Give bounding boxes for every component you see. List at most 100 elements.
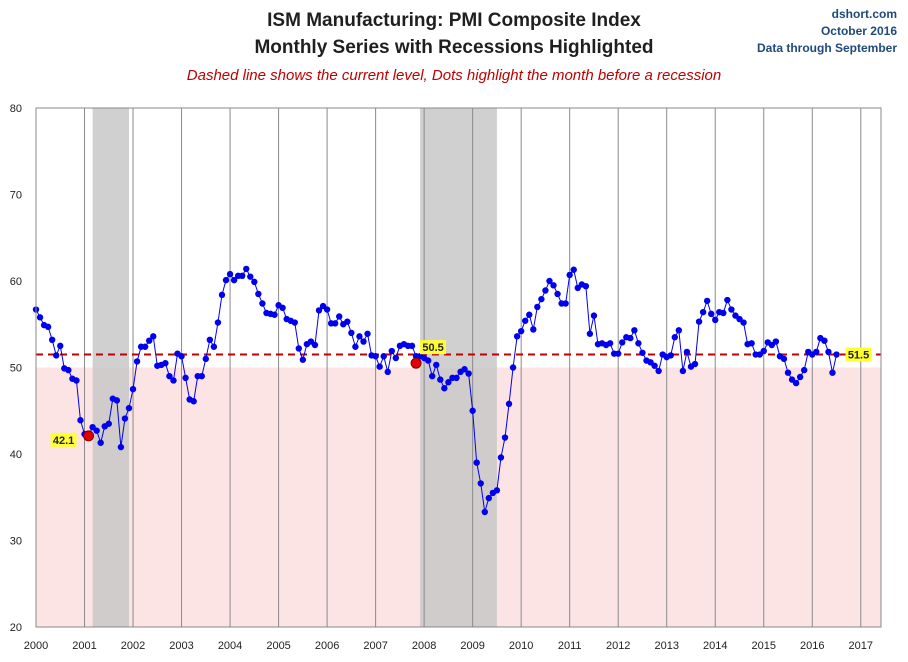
data-point: [784, 369, 792, 376]
y-tick-label-40: 40: [10, 449, 22, 461]
y-tick-label-20: 20: [10, 622, 22, 634]
data-point: [590, 312, 598, 319]
highlight-dot-2: [410, 357, 422, 369]
data-point: [800, 366, 808, 374]
pmi-series: [32, 265, 840, 516]
data-point: [222, 276, 230, 284]
data-point: [720, 309, 727, 317]
source-site: dshort.com: [832, 7, 897, 21]
data-point: [433, 361, 440, 369]
data-point: [384, 368, 391, 376]
data-point: [606, 340, 614, 347]
data-point: [748, 340, 755, 347]
x-tick-label-2001: 2001: [72, 640, 96, 652]
data-point: [36, 314, 44, 321]
data-point: [48, 336, 56, 344]
data-point: [202, 355, 210, 363]
data-point: [469, 407, 476, 414]
data-point: [299, 356, 307, 363]
data-point: [441, 385, 448, 392]
data-point: [772, 338, 780, 345]
x-tick-label-2002: 2002: [121, 640, 145, 652]
data-point: [105, 420, 112, 427]
data-point: [218, 291, 226, 299]
data-point: [619, 339, 626, 346]
gridlines: [84, 108, 862, 627]
plot-border: [35, 107, 882, 628]
data-point: [331, 320, 339, 327]
data-point: [360, 338, 367, 345]
data-point: [291, 319, 298, 326]
chart-subtitle: Dashed line shows the current level, Dot…: [187, 67, 721, 84]
x-tick-label-2000: 2000: [24, 640, 48, 652]
data-point: [214, 319, 222, 326]
data-point: [255, 290, 262, 298]
data-point: [813, 348, 820, 356]
x-tick-label-2015: 2015: [752, 640, 776, 652]
data-point: [780, 355, 788, 363]
x-tick-label-2016: 2016: [800, 640, 824, 652]
data-point: [530, 326, 537, 333]
data-point: [481, 508, 488, 516]
y-tick-label-50: 50: [10, 363, 22, 375]
data-point: [376, 363, 383, 370]
data-point: [239, 272, 246, 280]
data-point: [352, 343, 359, 350]
x-tick-label-2013: 2013: [654, 640, 678, 652]
data-point: [477, 480, 484, 487]
data-point: [509, 364, 517, 371]
callout-box-1: [50, 432, 77, 447]
data-point: [695, 318, 703, 325]
data-point: [198, 372, 205, 380]
x-tick-label-2005: 2005: [266, 640, 290, 652]
data-point: [226, 270, 234, 278]
y-tick-label-70: 70: [10, 190, 22, 202]
data-point: [356, 333, 363, 340]
recession-band-1: [92, 108, 129, 627]
data-point: [97, 439, 104, 446]
data-point: [586, 330, 594, 337]
data-point: [829, 369, 836, 376]
data-point: [364, 330, 371, 337]
data-point: [667, 352, 674, 359]
data-point: [792, 379, 800, 387]
data-point: [348, 329, 355, 337]
data-point: [631, 327, 638, 334]
x-tick-label-2008: 2008: [412, 640, 436, 652]
y-axis: 20 30 40 50 60 70 80: [10, 103, 22, 634]
data-point: [182, 374, 189, 382]
data-point: [724, 296, 731, 304]
data-point: [501, 434, 509, 441]
data-point: [170, 377, 177, 384]
data-point: [538, 295, 545, 303]
data-point: [679, 367, 687, 375]
data-point: [728, 306, 735, 313]
data-point: [461, 366, 468, 373]
data-point: [162, 359, 169, 367]
data-point: [497, 454, 505, 461]
data-point: [243, 265, 250, 273]
x-tick-label-2012: 2012: [606, 640, 630, 652]
data-point: [485, 494, 493, 502]
x-tick-label-2011: 2011: [558, 640, 582, 652]
data-point: [639, 349, 646, 356]
data-point: [570, 266, 577, 273]
data-point: [206, 336, 214, 344]
data-point: [493, 487, 501, 494]
data-point: [691, 360, 699, 368]
data-point: [125, 404, 133, 412]
x-tick-label-2009: 2009: [460, 640, 484, 652]
source-date: October 2016: [821, 24, 897, 38]
data-point: [675, 327, 683, 334]
x-tick-label-2017: 2017: [849, 640, 873, 652]
data-point: [44, 323, 52, 331]
x-axis: 2000 2001 2002 2003 2004 2005 2006 2007 2008 2009…: [24, 640, 873, 652]
data-point: [655, 367, 662, 375]
chart-title-line-2: Monthly Series with Recessions Highlight…: [254, 37, 653, 58]
data-point: [259, 300, 266, 307]
current-callout-box: [845, 347, 872, 362]
data-point: [582, 282, 590, 290]
data-point: [522, 317, 529, 324]
